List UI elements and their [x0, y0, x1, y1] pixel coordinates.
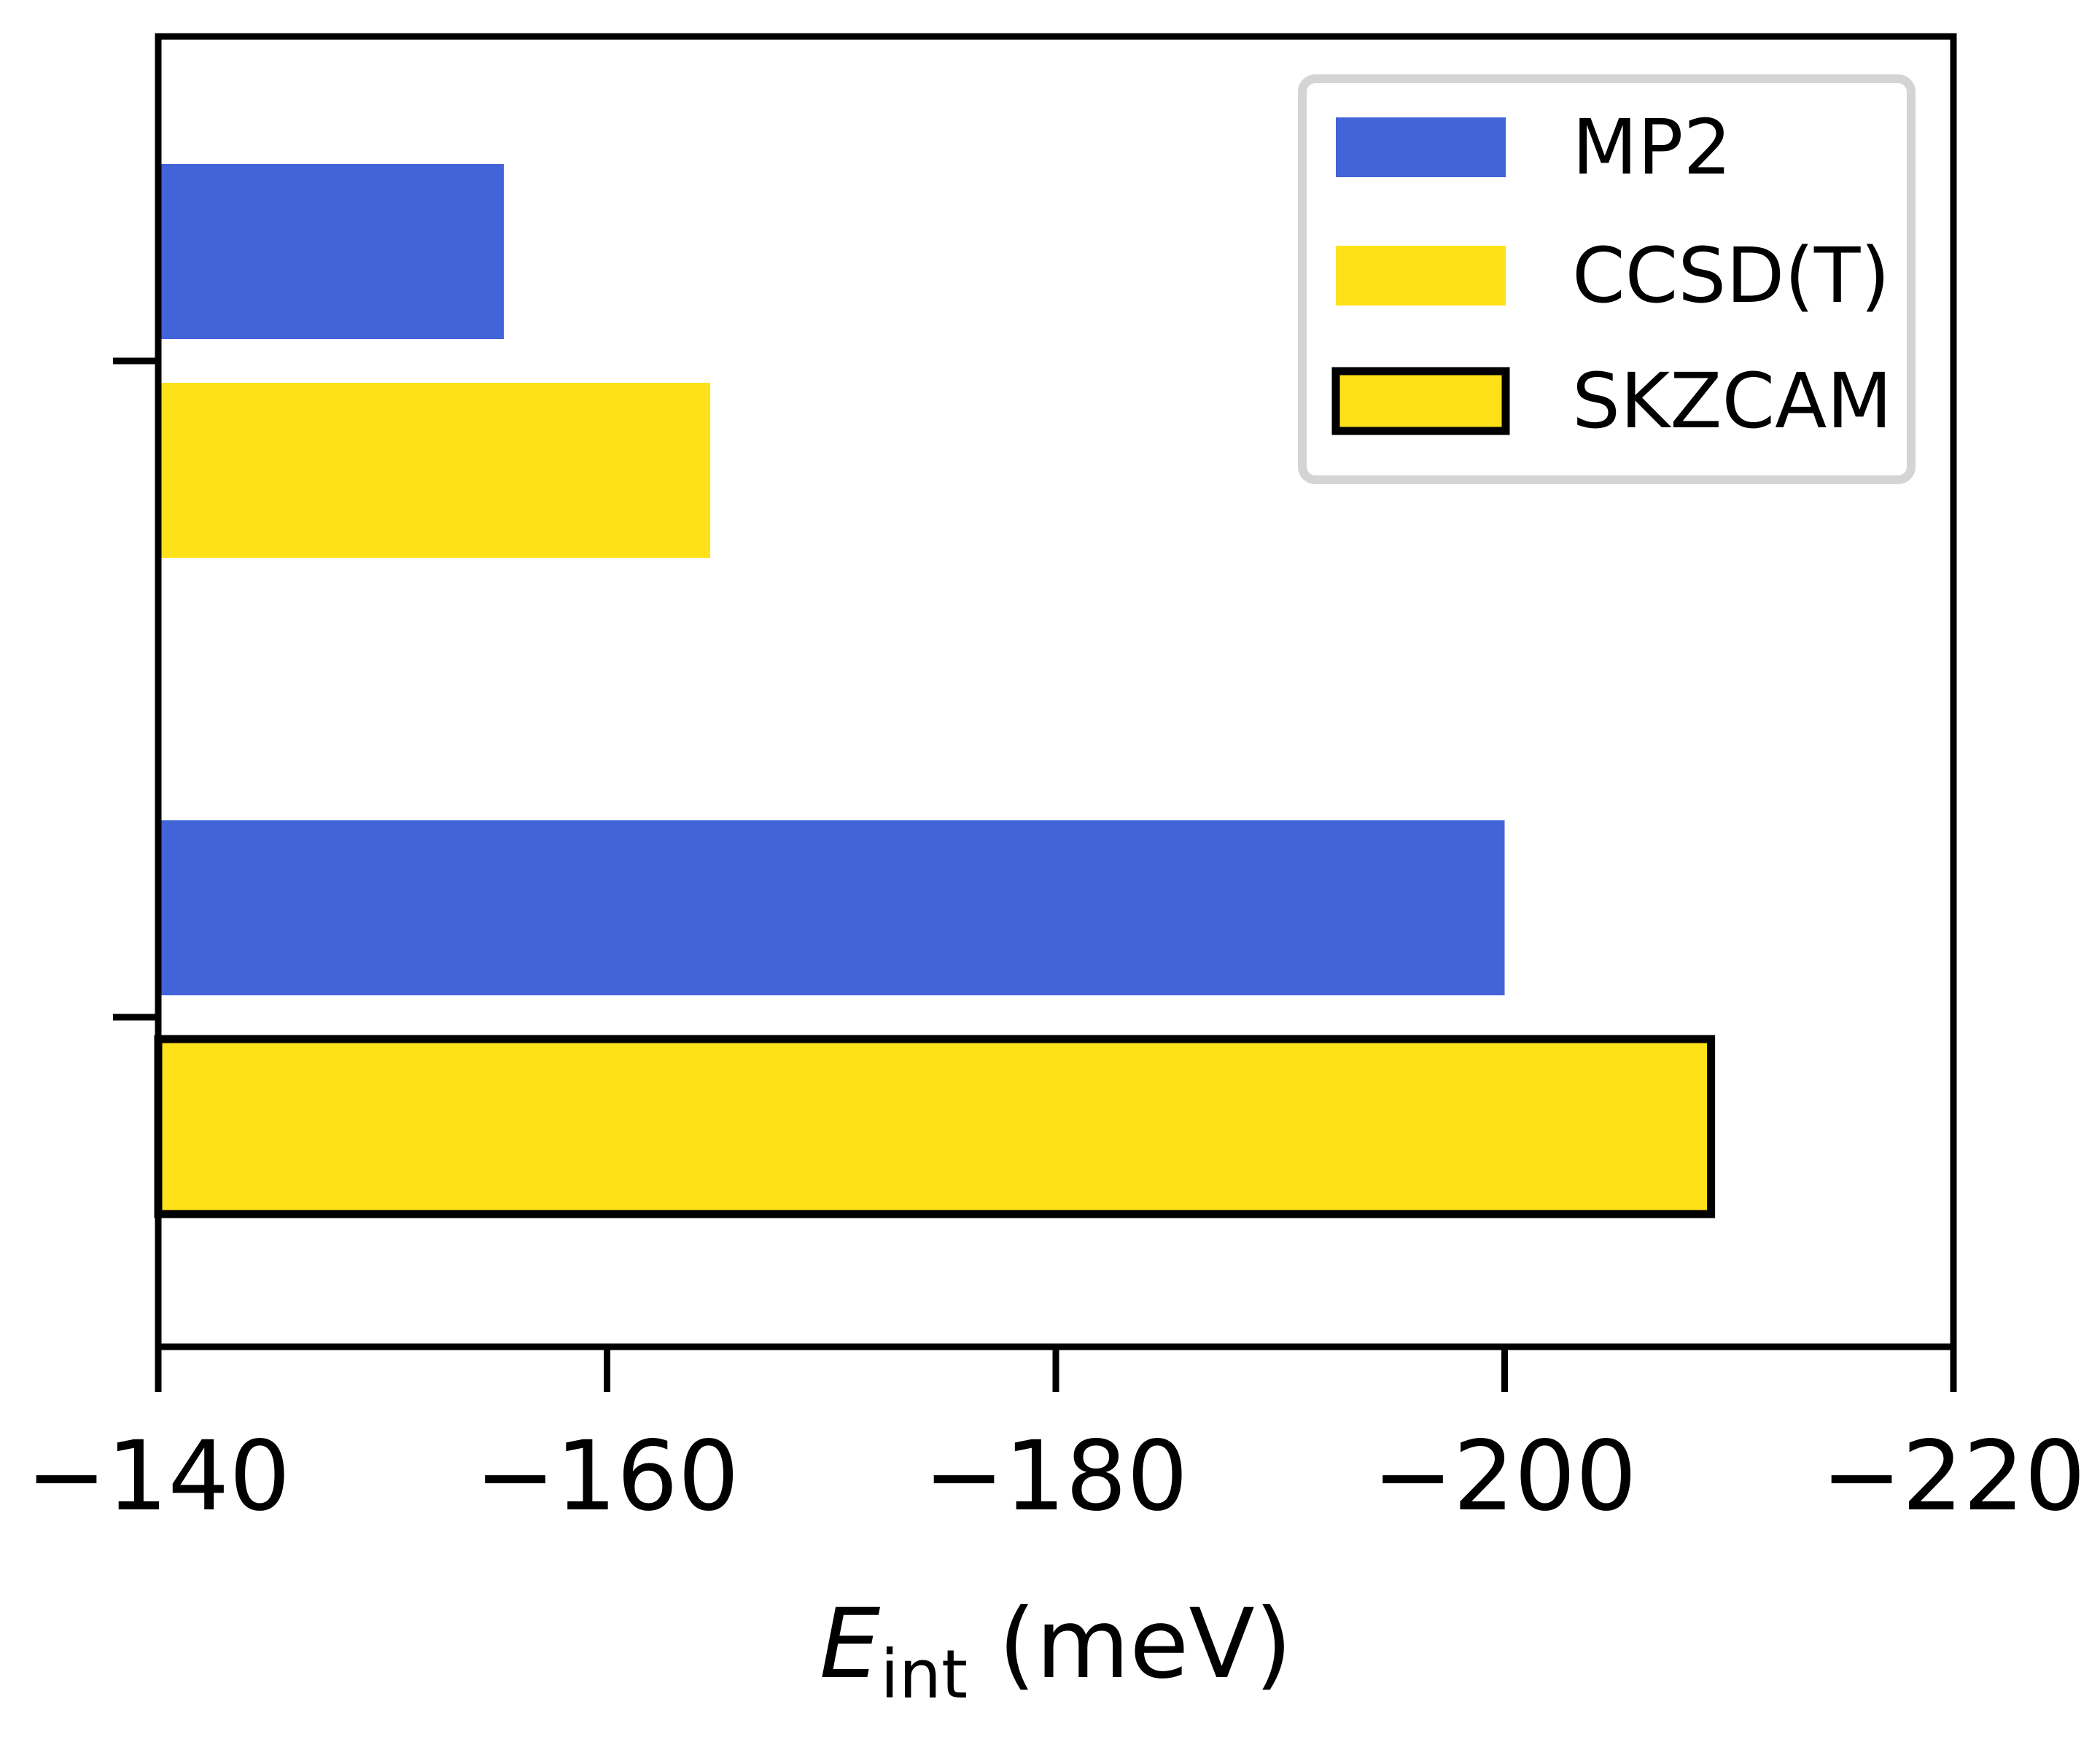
x-axis-label-main: E — [820, 1588, 881, 1700]
x-tick-label-4: −220 — [1821, 1420, 2086, 1533]
x-axis-label-unit: (meV) — [968, 1588, 1292, 1700]
legend-swatch-1 — [1336, 246, 1506, 306]
legend-label-1: CCSD(T) — [1572, 231, 1890, 320]
legend-swatch-2 — [1331, 367, 1510, 435]
x-axis: −140 −160 −180 −200 −220 — [26, 1347, 2086, 1533]
x-axis-label-subscript: int — [880, 1636, 968, 1714]
bar-mp2-group-2 — [158, 820, 1505, 995]
bars-layer — [154, 164, 1716, 1218]
x-axis-label: Eint (meV) — [820, 1588, 1292, 1714]
x-tick-label-3: −200 — [1372, 1420, 1637, 1533]
bar-mp2-group-1 — [158, 164, 504, 339]
legend-swatch-0 — [1336, 117, 1506, 177]
x-tick-label-0: −140 — [26, 1420, 291, 1533]
legend-label-2: SKZCAM — [1572, 357, 1892, 446]
bar-skzcam-group-2 — [154, 1035, 1716, 1218]
legend-label-0: MP2 — [1572, 103, 1732, 192]
y-ticks — [113, 357, 158, 1021]
legend: MP2 CCSD(T) SKZCAM — [1298, 74, 1916, 484]
x-tick-label-1: −160 — [475, 1420, 739, 1533]
bar-ccsd-t--group-1 — [158, 383, 711, 558]
x-tick-label-2: −180 — [924, 1420, 1189, 1533]
